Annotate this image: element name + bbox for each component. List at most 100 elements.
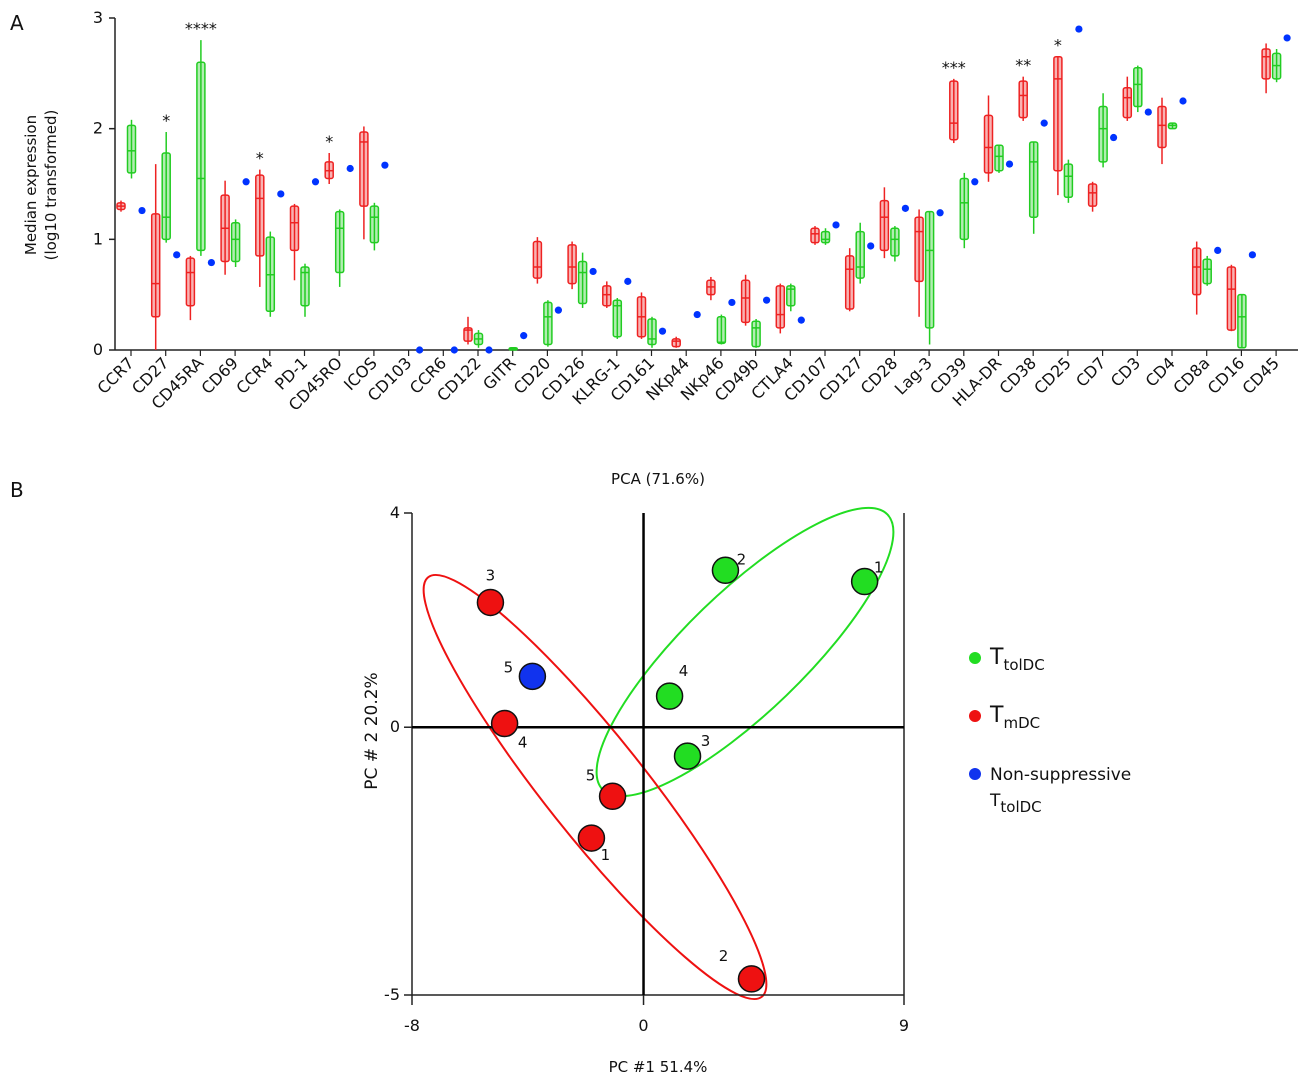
point-label: 4 — [518, 733, 528, 751]
dot — [971, 178, 979, 186]
y-tick-label: 3 — [93, 8, 103, 27]
box — [914, 216, 924, 283]
box — [983, 114, 994, 174]
x-tick-label: CD38 — [996, 353, 1040, 397]
box — [612, 299, 623, 338]
y-tick-label: 1 — [93, 229, 103, 248]
box — [716, 316, 727, 345]
x-tick-label: CCR4 — [232, 353, 276, 397]
point — [577, 824, 606, 852]
dot — [311, 178, 320, 186]
box — [855, 230, 865, 279]
dot — [1110, 133, 1118, 142]
dot — [797, 316, 805, 324]
box — [150, 213, 161, 318]
point-label: 2 — [719, 947, 729, 965]
box — [786, 285, 796, 307]
dot — [1179, 97, 1187, 105]
box — [567, 244, 577, 285]
significance: ** — [1015, 56, 1031, 75]
box — [1098, 105, 1108, 163]
cluster-ellipse — [595, 506, 895, 798]
box — [740, 279, 751, 324]
panel-label: B — [10, 478, 24, 502]
x-tick-label: CD7 — [1072, 353, 1109, 390]
box — [1018, 80, 1028, 119]
box — [300, 266, 310, 307]
box — [602, 285, 612, 307]
point — [598, 782, 627, 811]
box — [577, 260, 588, 305]
dot — [450, 346, 458, 354]
box — [1053, 55, 1063, 172]
point — [490, 709, 519, 738]
box — [949, 80, 959, 141]
dot — [658, 327, 667, 335]
x-tick-label: CD3 — [1107, 353, 1144, 390]
legend-text: T — [989, 703, 1004, 728]
legend-subscript: tolDC — [1003, 656, 1044, 674]
y-tick-label: 2 — [93, 119, 103, 138]
dot — [1214, 246, 1222, 254]
panel-label: A — [10, 11, 24, 35]
box — [1202, 258, 1212, 285]
legend-label: TmDC — [989, 703, 1040, 732]
box — [1191, 247, 1202, 296]
cluster-ellipse — [422, 573, 768, 1001]
box — [1028, 141, 1039, 218]
box — [1122, 86, 1133, 119]
dot — [763, 296, 771, 304]
box — [751, 320, 761, 348]
dot — [242, 178, 250, 186]
point-label: 1 — [601, 846, 611, 864]
y-tick-label: 4 — [390, 503, 400, 522]
point — [655, 682, 684, 710]
box — [1087, 183, 1098, 207]
point-label: 5 — [586, 766, 596, 784]
dot — [207, 258, 215, 267]
y-axis-label: Median expression — [22, 115, 40, 255]
chart-title: PCA (71.6%) — [611, 470, 705, 488]
dot — [520, 332, 528, 340]
dot — [346, 164, 354, 173]
box — [230, 221, 241, 263]
box — [1063, 163, 1074, 199]
x-tick-label: CD25 — [1030, 353, 1074, 397]
point-label: 2 — [737, 550, 747, 568]
x-tick-label: CD28 — [857, 353, 901, 397]
point — [850, 567, 879, 596]
point-label: 3 — [486, 566, 496, 584]
point — [711, 556, 740, 585]
box — [1157, 105, 1167, 149]
significance: * — [256, 149, 264, 168]
significance: * — [162, 111, 170, 130]
dot — [1248, 251, 1256, 259]
y-tick-label: -5 — [384, 985, 400, 1004]
box — [289, 205, 300, 252]
dot — [1075, 25, 1083, 33]
legend-label: Non-suppressive TtolDC — [989, 765, 1131, 816]
box — [844, 255, 855, 310]
dot — [1144, 108, 1152, 116]
dot — [277, 190, 285, 198]
x-tick-label: CD45 — [1238, 353, 1282, 397]
point-label: 3 — [701, 732, 711, 750]
box — [775, 285, 786, 329]
dot — [1283, 34, 1291, 42]
dot — [416, 346, 424, 354]
box — [959, 177, 970, 241]
dot — [1005, 160, 1014, 168]
x-tick-label: Lag-3 — [891, 353, 936, 398]
dot — [1040, 119, 1048, 127]
x-axis-label: PC #1 51.4% — [609, 1058, 708, 1076]
box — [1226, 266, 1237, 331]
dot — [138, 206, 146, 215]
box — [810, 227, 820, 244]
box — [255, 174, 265, 257]
point — [476, 588, 505, 617]
x-tick-label: CCR7 — [94, 353, 138, 397]
box — [1237, 293, 1247, 349]
dot — [624, 277, 632, 285]
box — [532, 240, 543, 279]
